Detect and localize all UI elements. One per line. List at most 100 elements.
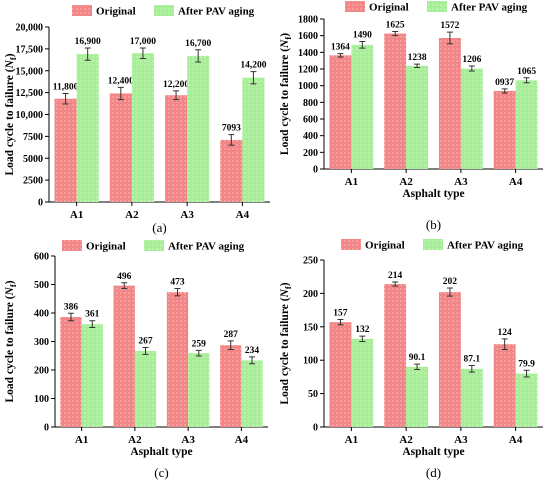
y-axis-title: Load cycle to failure (Nf) <box>279 282 293 404</box>
x-tick-label: A1 <box>345 176 358 188</box>
legend-swatch <box>427 1 447 12</box>
y-tick-label: 10,000 <box>16 110 44 121</box>
data-label: 87.1 <box>464 354 481 364</box>
bar-original <box>384 33 407 170</box>
bar-after-pav <box>406 65 429 169</box>
error-bar <box>142 346 149 355</box>
y-tick-label: 200 <box>34 366 49 377</box>
chart-panel-4: 0 50 100 150 200 250 A1 157 132 A2 214 90.1 A3 202 87.… <box>279 239 543 480</box>
error-bar <box>523 369 530 378</box>
data-label: 124 <box>498 328 513 338</box>
bar-after-pav <box>187 55 210 202</box>
x-tick-label: A3 <box>454 434 468 446</box>
legend: Original After PAV aging <box>345 1 528 14</box>
y-tick-label: 12,500 <box>16 88 44 99</box>
data-label: 16,900 <box>75 37 101 47</box>
y-tick-label: 5000 <box>23 154 43 165</box>
x-tick-label: A4 <box>235 434 249 446</box>
y-tick-label: 2500 <box>23 176 43 187</box>
y-tick-label: 0 <box>38 198 43 209</box>
data-label: 1364 <box>331 43 350 53</box>
legend-swatch <box>72 5 92 16</box>
data-label: 234 <box>245 346 260 356</box>
legend: Original After PAV aging <box>72 5 255 18</box>
error-bar <box>228 134 235 146</box>
chart-panel-1: 0 2500 5000 7500 10,000 12,500 15,000 17,500 20,… <box>4 5 270 235</box>
bar-original <box>54 98 77 202</box>
bar-original <box>113 285 135 427</box>
legend-label: Original <box>365 240 405 252</box>
legend-swatch <box>345 1 365 12</box>
bar-original <box>329 322 352 427</box>
error-bar <box>121 282 128 289</box>
y-tick-label: 1800 <box>298 15 318 26</box>
data-label: 12,200 <box>163 80 189 90</box>
legend: Original After PAV aging <box>62 240 245 253</box>
y-tick-label: 1000 <box>298 81 318 92</box>
x-axis-title: Asphalt type <box>402 188 464 200</box>
error-bar <box>67 312 74 322</box>
error-bar <box>117 86 124 101</box>
data-label: 1625 <box>386 21 405 31</box>
error-bar <box>337 318 344 326</box>
y-tick-label: 1200 <box>298 65 318 76</box>
error-bar <box>446 31 453 45</box>
legend-label: After PAV aging <box>447 240 524 252</box>
data-label: 17,000 <box>130 37 156 47</box>
data-label: 473 <box>170 277 185 287</box>
legend-swatch <box>144 240 164 251</box>
bar-after-pav <box>460 368 483 427</box>
legend-swatch <box>423 239 443 250</box>
bar-after-pav <box>406 366 429 427</box>
data-label: 14,200 <box>240 61 266 71</box>
y-tick-label: 0 <box>44 423 49 434</box>
error-bar <box>84 47 91 61</box>
data-label: 1238 <box>408 53 427 63</box>
y-tick-label: 0 <box>313 165 318 176</box>
x-tick-label: A3 <box>454 176 468 188</box>
bar-after-pav <box>515 80 538 169</box>
bar-original <box>60 316 82 427</box>
data-label: 132 <box>355 325 370 335</box>
bar-original <box>109 93 132 202</box>
error-bar <box>174 287 181 297</box>
error-bar <box>414 63 421 68</box>
bar-after-pav <box>81 324 103 427</box>
data-label: 11,800 <box>53 83 79 93</box>
bar-original <box>438 292 461 427</box>
y-tick-label: 1600 <box>298 31 318 42</box>
legend-label: Original <box>96 6 136 18</box>
panel-label: (a) <box>152 220 166 235</box>
y-tick-label: 20,000 <box>16 23 44 34</box>
bar-after-pav <box>76 54 99 202</box>
data-label: 259 <box>192 339 207 349</box>
legend-label: Original <box>86 241 126 253</box>
data-label: 79.9 <box>518 359 535 369</box>
bar-original <box>220 345 242 427</box>
data-label: 0937 <box>495 78 514 88</box>
bar-original <box>165 95 188 202</box>
y-axis-title: Load cycle to failure (Nf) <box>4 53 18 175</box>
error-bar <box>414 363 421 370</box>
y-tick-label: 100 <box>303 356 318 367</box>
y-tick-label: 7500 <box>23 132 43 143</box>
data-label: 267 <box>138 336 153 346</box>
error-bar <box>468 65 475 72</box>
y-tick-label: 17,500 <box>16 44 44 55</box>
error-bar <box>392 281 399 287</box>
x-tick-label: A4 <box>509 176 523 188</box>
data-label: 16,700 <box>185 39 211 49</box>
y-tick-label: 400 <box>34 309 49 320</box>
error-bar <box>89 320 96 329</box>
error-bar <box>139 47 146 59</box>
error-bar <box>523 77 530 84</box>
panel-label: (c) <box>154 465 168 480</box>
panel-label: (b) <box>426 217 441 232</box>
data-label: 214 <box>388 271 403 281</box>
error-bar <box>359 335 366 342</box>
y-axis-title: Load cycle to failure (Nf) <box>4 280 18 402</box>
y-tick-label: 50 <box>308 389 318 400</box>
x-tick-label: A3 <box>180 209 194 221</box>
error-bar <box>195 49 202 63</box>
data-label: 287 <box>224 330 239 340</box>
